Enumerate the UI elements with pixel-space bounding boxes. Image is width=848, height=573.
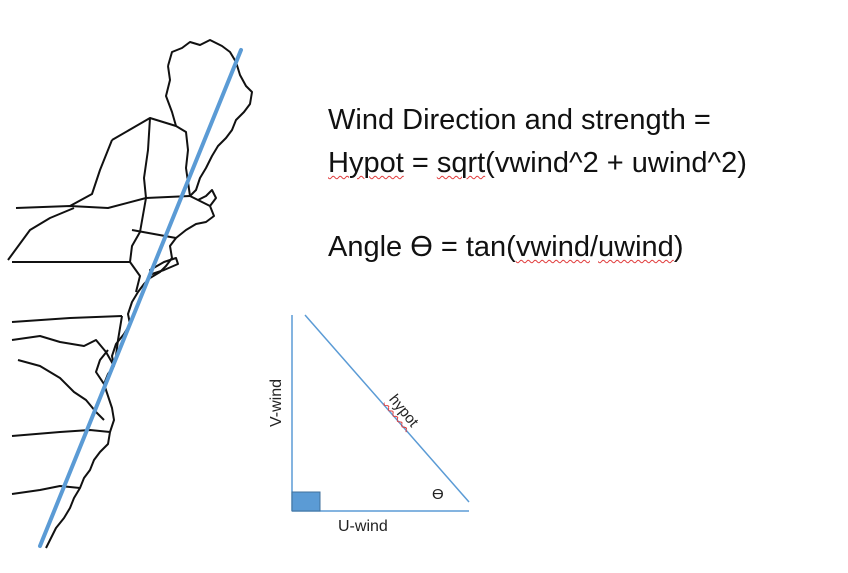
formula-angle: Angle ϴ = tan(vwind/uwind) xyxy=(328,227,683,267)
trend-line xyxy=(38,48,243,548)
right-angle-icon xyxy=(291,491,321,512)
formula-hypot-rest: (vwind^2 + uwind^2) xyxy=(485,147,747,179)
formula-title-text: Wind Direction and strength = xyxy=(328,104,711,136)
formula-angle-close: ) xyxy=(673,231,684,263)
angle-theta-label: ϴ xyxy=(432,486,444,503)
right-triangle xyxy=(291,314,470,512)
u-wind-label: U-wind xyxy=(338,518,388,535)
hypot-side xyxy=(304,314,470,503)
formula-hypot-eq: = xyxy=(403,147,437,179)
formula-angle-vwind: vwind xyxy=(515,231,590,263)
formula-angle-slash: / xyxy=(589,231,599,263)
formula-hypot: Hypot = sqrt(vwind^2 + uwind^2) xyxy=(328,143,747,183)
v-wind-label: V-wind xyxy=(268,378,285,428)
formula-hypot-lhs: Hypot xyxy=(328,147,404,179)
formula-angle-uwind: uwind xyxy=(598,231,674,263)
formula-title: Wind Direction and strength = xyxy=(328,100,711,140)
formula-angle-lhs: Angle ϴ = tan( xyxy=(328,231,516,263)
formula-sqrt: sqrt xyxy=(436,147,486,179)
